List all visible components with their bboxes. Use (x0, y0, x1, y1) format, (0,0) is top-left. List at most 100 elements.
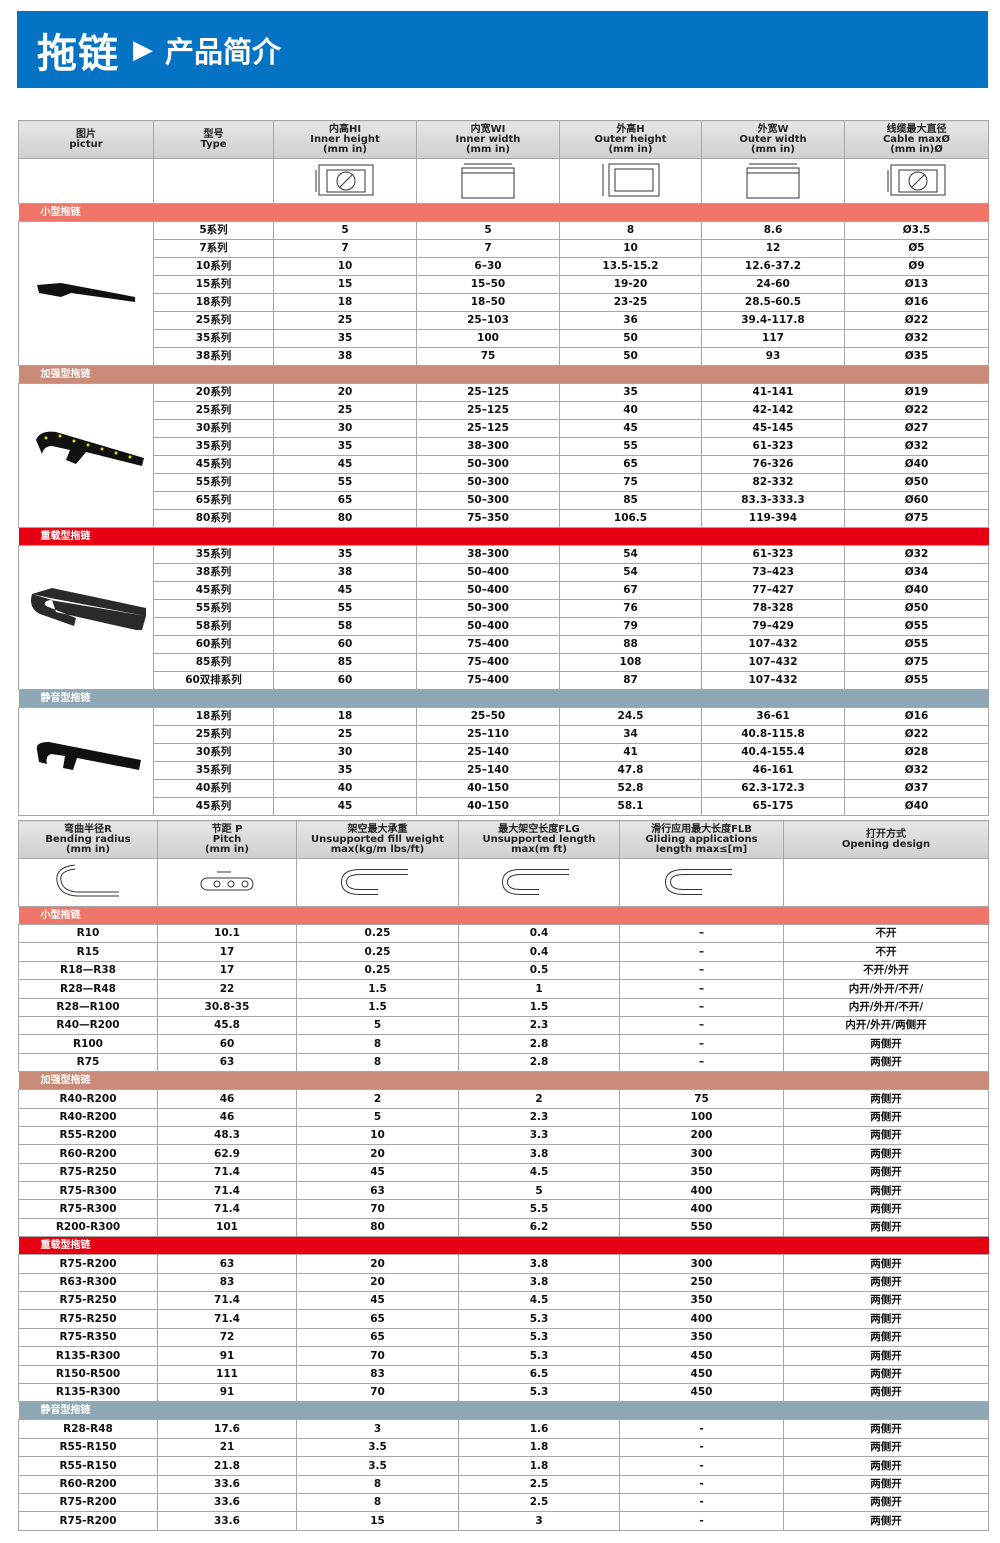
column-header: 型号 Type (153, 120, 274, 159)
table-cell: 0.25 (296, 942, 459, 962)
table-cell: 8 (296, 1052, 459, 1073)
table-row: 80系列 80 75–350 106.5 119-394 Ø75 (19, 509, 989, 528)
diagram-cell (157, 858, 297, 907)
table-cell: 48.3 (157, 1125, 297, 1146)
play-triangle-icon: ▶ (133, 34, 153, 65)
table-cell: 50–400 (416, 617, 560, 636)
table-cell: 两侧开 (783, 1052, 989, 1073)
table-cell: R75-R350 (18, 1327, 158, 1348)
table-cell: 42-142 (701, 401, 845, 420)
table-row: R28-R48 17.6 3 1.6- 两侧开 (18, 1419, 989, 1439)
table-cell: Ø75 (844, 653, 989, 672)
table-cell: Ø22 (844, 311, 989, 330)
column-header-line: Outer width (739, 133, 807, 145)
table-cell: 1.5 (296, 997, 459, 1017)
table-cell: 35 (559, 383, 702, 402)
column-header-line: 节距 P (211, 823, 243, 835)
table-cell: 40.8-115.8 (701, 725, 845, 744)
table-cell: R28—R100 (18, 997, 158, 1017)
table-cell: 两侧开 (783, 1217, 989, 1238)
table-cell: 54 (559, 563, 702, 582)
table-cell: 65 (559, 455, 702, 474)
table-cell: 50–300 (416, 455, 560, 474)
table-cell: 350 (619, 1291, 784, 1311)
table-row: 35系列 35 38–300 55 61-323 Ø32 (19, 437, 989, 456)
diagram-cell (458, 858, 620, 907)
table-cell: 25–140 (416, 743, 560, 762)
table-cell: 两侧开 (783, 1181, 989, 1201)
column-header-line: 打开方式 (866, 828, 906, 840)
table-cell: 300 (619, 1144, 784, 1164)
table-cell: - (619, 1437, 784, 1458)
column-header-line: 架空最大承重 (347, 823, 408, 835)
table-cell: – (619, 923, 784, 944)
table-cell: 28.5-60.5 (701, 293, 845, 312)
table-cell: – (619, 1052, 784, 1073)
column-header-line: (mm in) (608, 143, 653, 155)
column-header: 内宽WI Inner width (mm in) (416, 120, 560, 159)
table-cell: 450 (619, 1364, 784, 1384)
table-cell: 80 (296, 1217, 459, 1238)
table-cell: 75 (416, 347, 560, 366)
table-cell: 79 (559, 617, 702, 636)
table-cell: 55 (559, 437, 702, 456)
table-cell: Ø16 (844, 707, 989, 726)
table-cell: 85系列 (153, 653, 274, 672)
table-cell: 不开 (783, 923, 989, 944)
table-cell: 54 (559, 545, 702, 564)
table-cell: 83.3-333.3 (701, 491, 845, 510)
column-header-line: (mm in) (322, 143, 367, 155)
banner-title: 拖链 (37, 30, 119, 77)
table-cell: 117 (701, 329, 845, 348)
table-cell: 70 (296, 1199, 459, 1219)
table-row: R40-R200 46 5 2.3 100 两侧开 (18, 1107, 989, 1127)
section-header-heavy: 重载型拖链 (18, 527, 989, 546)
table-cell: Ø13 (844, 275, 989, 294)
column-header-line: Inner height (310, 133, 380, 145)
table-cell: 25–110 (416, 725, 560, 744)
table-cell: 65系列 (153, 491, 274, 510)
column-header-line: (mm in) (204, 843, 249, 855)
table-cell: 25–103 (416, 311, 560, 330)
column-header-line: Gliding applications (645, 833, 758, 845)
column-header-line: (mm in) (750, 143, 795, 155)
table-cell: 107–432 (701, 635, 845, 654)
table-cell: 106.5 (559, 509, 702, 528)
table-row: R75-R200 63 20 3.8 300 两侧开 (18, 1254, 989, 1274)
column-header-line: 滑行应用最大长度FLB (651, 823, 752, 835)
table-cell: 25 (273, 311, 417, 330)
section-header-silent: 静音型拖链 (18, 689, 989, 708)
table-cell: 60系列 (153, 635, 274, 654)
table-cell: 两侧开 (783, 1107, 989, 1127)
column-header-line: Type (200, 138, 227, 150)
table-cell: 41-141 (701, 383, 845, 402)
table-cell: 25–50 (416, 707, 560, 726)
table-cell: 85 (273, 653, 417, 672)
table-row: R28—R48 22 1.5 1– 内开/外开/不开/ (18, 979, 989, 999)
table-cell: R40—R200 (18, 1015, 158, 1036)
table-cell: 46 (157, 1107, 297, 1127)
table-cell: 8.6 (701, 221, 845, 240)
table-cell: R28—R48 (18, 979, 158, 999)
table-row: R100 60 8 2.8– 两侧开 (18, 1034, 989, 1054)
table-cell: R135-R300 (18, 1346, 158, 1366)
table-cell: 38系列 (153, 347, 274, 366)
table-cell: 40.4-155.4 (701, 743, 845, 762)
table-cell: 72 (157, 1327, 297, 1348)
table-cell: 20 (296, 1144, 459, 1164)
table-cell: 107–432 (701, 671, 845, 690)
table-cell: 45-145 (701, 419, 845, 438)
table-cell: 76-326 (701, 455, 845, 474)
table-row: 20系列 20 25–125 35 41-141 Ø19 (18, 383, 989, 528)
table-cell: 33.6 (157, 1492, 297, 1513)
table-cell: 3 (458, 1511, 620, 1531)
inner-width-diagram-icon (456, 163, 520, 203)
table-cell: 两侧开 (783, 1144, 989, 1164)
table-cell: 30系列 (153, 419, 274, 438)
table-cell: 35系列 (153, 761, 274, 780)
table-cell: 3.8 (458, 1272, 620, 1293)
table-cell: 10 (273, 257, 417, 276)
table-cell: 75–400 (416, 671, 560, 690)
table-cell: 7 (416, 239, 560, 258)
table-cell: 0.25 (296, 960, 459, 981)
